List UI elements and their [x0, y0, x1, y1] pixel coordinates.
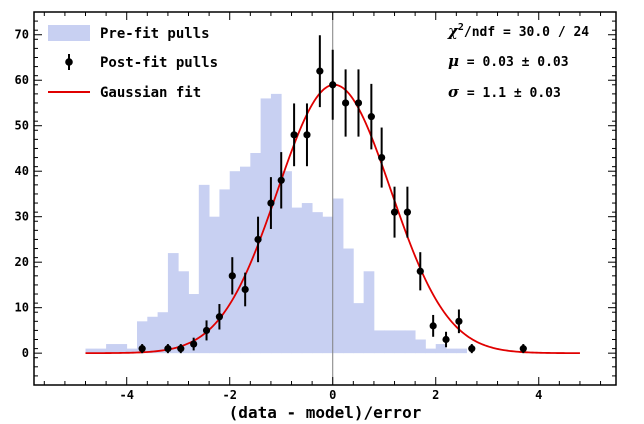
prefit-bar: [147, 316, 159, 354]
postfit-point: [267, 199, 275, 207]
prefit-bar: [85, 348, 97, 354]
prefit-bar: [373, 330, 385, 354]
postfit-point: [354, 99, 363, 107]
prefit-bar: [435, 344, 447, 354]
prefit-bar: [456, 348, 468, 354]
prefit-bar: [198, 184, 210, 354]
x-tick-label: -2: [222, 388, 236, 402]
prefit-bar: [384, 330, 395, 354]
prefit-bar: [301, 203, 313, 354]
prefit-bar: [106, 344, 117, 354]
prefit-bar: [126, 348, 138, 354]
stat-sigma: σ = 1.1 ± 0.03: [448, 83, 561, 101]
postfit-point: [468, 345, 476, 353]
prefit-bar: [167, 253, 179, 354]
prefit-bar: [404, 330, 416, 354]
stat-chi2-symbol: χ: [447, 22, 459, 40]
postfit-point: [390, 208, 399, 216]
prefit-bar: [219, 189, 231, 354]
y-tick-label: 10: [15, 301, 29, 315]
postfit-point: [519, 345, 527, 353]
postfit-point: [367, 113, 375, 121]
legend-label-postfit: Post-fit pulls: [100, 55, 218, 71]
y-tick-label: 50: [15, 119, 29, 133]
prefit-bar: [188, 294, 200, 354]
postfit-points: [138, 35, 527, 354]
stat-sigma-value: = 1.1 ± 0.03: [459, 86, 561, 101]
stat-mu: μ = 0.03 ± 0.03: [448, 52, 569, 70]
prefit-bar: [157, 312, 169, 354]
prefit-bar: [332, 198, 344, 354]
prefit-bar: [322, 216, 334, 354]
legend-label-prefit: Pre-fit pulls: [100, 26, 210, 42]
prefit-bar: [363, 271, 375, 354]
postfit-point: [177, 345, 185, 353]
prefit-bar: [353, 303, 365, 354]
x-axis-label: (data - model)/error: [229, 403, 422, 422]
prefit-bar: [178, 271, 189, 354]
x-tick-label: 0: [329, 388, 336, 402]
plot-frame: [33, 11, 617, 386]
prefit-bar: [270, 93, 282, 354]
stat-sigma-symbol: σ: [448, 83, 460, 101]
postfit-point: [241, 285, 249, 294]
y-tick-label: 40: [15, 164, 29, 178]
fit-stats: χ2/ndf = 30.0 / 24 μ = 0.03 ± 0.03 σ = 1…: [447, 22, 589, 101]
prefit-bar: [291, 207, 303, 354]
postfit-point: [190, 340, 198, 348]
postfit-point: [442, 335, 450, 344]
x-tick-label: -4: [119, 388, 133, 402]
prefit-bar: [343, 248, 354, 354]
y-tick-label: 60: [15, 73, 29, 87]
legend: Pre-fit pulls Post-fit pulls Gaussian fi…: [48, 25, 218, 101]
x-tick-label: 2: [432, 388, 439, 402]
postfit-point: [329, 81, 337, 89]
prefit-bar: [394, 330, 406, 354]
prefit-bar: [446, 348, 457, 354]
legend-label-fit: Gaussian fit: [100, 85, 201, 101]
postfit-point: [316, 67, 324, 75]
prefit-bar: [312, 212, 323, 354]
postfit-point: [455, 317, 463, 325]
prefit-bar: [229, 171, 241, 354]
stat-chi2-sup: 2: [458, 22, 464, 33]
stat-chi2: χ2/ndf = 30.0 / 24: [447, 22, 589, 40]
prefit-bar: [281, 171, 292, 354]
postfit-point: [403, 208, 412, 216]
prefit-bar: [415, 339, 426, 354]
prefit-bar: [250, 153, 262, 354]
y-tick-label: 30: [15, 210, 29, 224]
prefit-bar: [209, 216, 220, 354]
postfit-point: [277, 176, 285, 184]
stat-mu-value: = 0.03 ± 0.03: [459, 55, 569, 70]
postfit-point: [416, 267, 424, 275]
prefit-bar: [137, 321, 148, 354]
x-tick-label: 4: [535, 388, 542, 402]
postfit-point: [138, 345, 146, 353]
postfit-point: [254, 235, 262, 244]
postfit-point: [342, 99, 350, 107]
postfit-point: [228, 272, 236, 280]
stat-mu-symbol: μ: [448, 52, 459, 70]
postfit-point: [215, 313, 224, 321]
postfit-point: [290, 131, 298, 139]
legend-swatch-prefit: [48, 25, 90, 41]
prefit-histogram: [85, 93, 468, 354]
postfit-point: [303, 131, 311, 139]
prefit-bar: [116, 344, 128, 354]
prefit-bar: [95, 348, 107, 354]
y-tick-label: 70: [15, 28, 29, 42]
prefit-bar: [425, 348, 437, 354]
legend-swatch-postfit-marker: [65, 58, 73, 66]
y-tick-label: 0: [22, 346, 29, 360]
postfit-point: [378, 153, 386, 162]
stat-chi2-value: /ndf = 30.0 / 24: [464, 25, 589, 40]
prefit-bar: [240, 166, 251, 354]
postfit-point: [164, 345, 172, 353]
postfit-point: [202, 326, 211, 335]
postfit-point: [429, 322, 437, 330]
y-tick-label: 20: [15, 255, 29, 269]
